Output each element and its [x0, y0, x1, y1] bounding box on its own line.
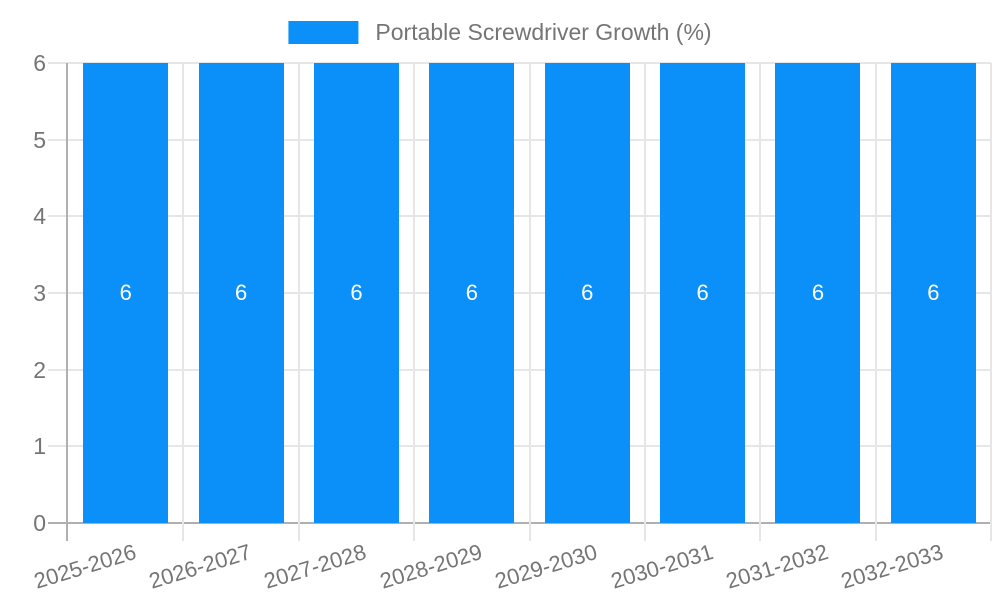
- category-boundary-line: [874, 63, 877, 541]
- bar[interactable]: 6: [83, 63, 169, 523]
- y-tick: [48, 292, 68, 294]
- y-axis-line: [66, 63, 68, 541]
- y-tick: [48, 138, 68, 141]
- category-boundary-line: [528, 63, 531, 541]
- bar-value-label: 6: [234, 280, 248, 305]
- category-boundary-line: [990, 63, 992, 541]
- bar[interactable]: 6: [198, 63, 284, 523]
- x-axis-line: [48, 522, 991, 524]
- y-tick: [48, 445, 68, 448]
- legend-label: Portable Screwdriver Growth (%): [375, 19, 712, 45]
- y-tick-label: 4: [33, 203, 46, 230]
- bar[interactable]: 6: [890, 63, 976, 523]
- y-tick-label: 6: [33, 50, 46, 76]
- bar[interactable]: 6: [313, 63, 399, 523]
- category-boundary-line: [297, 63, 300, 541]
- y-tick: [48, 368, 68, 371]
- bar[interactable]: 6: [775, 63, 861, 523]
- y-tick-label: 5: [33, 126, 46, 153]
- y-tick-label: 3: [33, 280, 46, 306]
- y-tick: [48, 62, 68, 64]
- y-tick: [48, 215, 68, 218]
- bar-value-label: 6: [811, 280, 825, 305]
- legend-swatch: [288, 21, 359, 44]
- category-boundary-line: [182, 63, 185, 541]
- bar[interactable]: 6: [660, 63, 746, 523]
- legend-item[interactable]: Portable Screwdriver Growth (%): [288, 19, 712, 45]
- y-tick-label: 2: [33, 356, 46, 383]
- bar-value-label: 6: [465, 280, 478, 305]
- bar-value-label: 6: [581, 280, 594, 305]
- bar-value-label: 6: [696, 280, 709, 305]
- y-tick-label: 0: [33, 510, 46, 536]
- bar-value-label: 6: [927, 280, 940, 305]
- y-tick-label: 1: [33, 433, 46, 460]
- bar[interactable]: 6: [429, 63, 515, 523]
- category-boundary-line: [643, 63, 646, 541]
- bar-value-label: 6: [119, 280, 132, 305]
- bar[interactable]: 6: [544, 63, 630, 523]
- category-boundary-line: [413, 63, 416, 541]
- category-boundary-line: [759, 63, 762, 541]
- bar-value-label: 6: [350, 280, 363, 305]
